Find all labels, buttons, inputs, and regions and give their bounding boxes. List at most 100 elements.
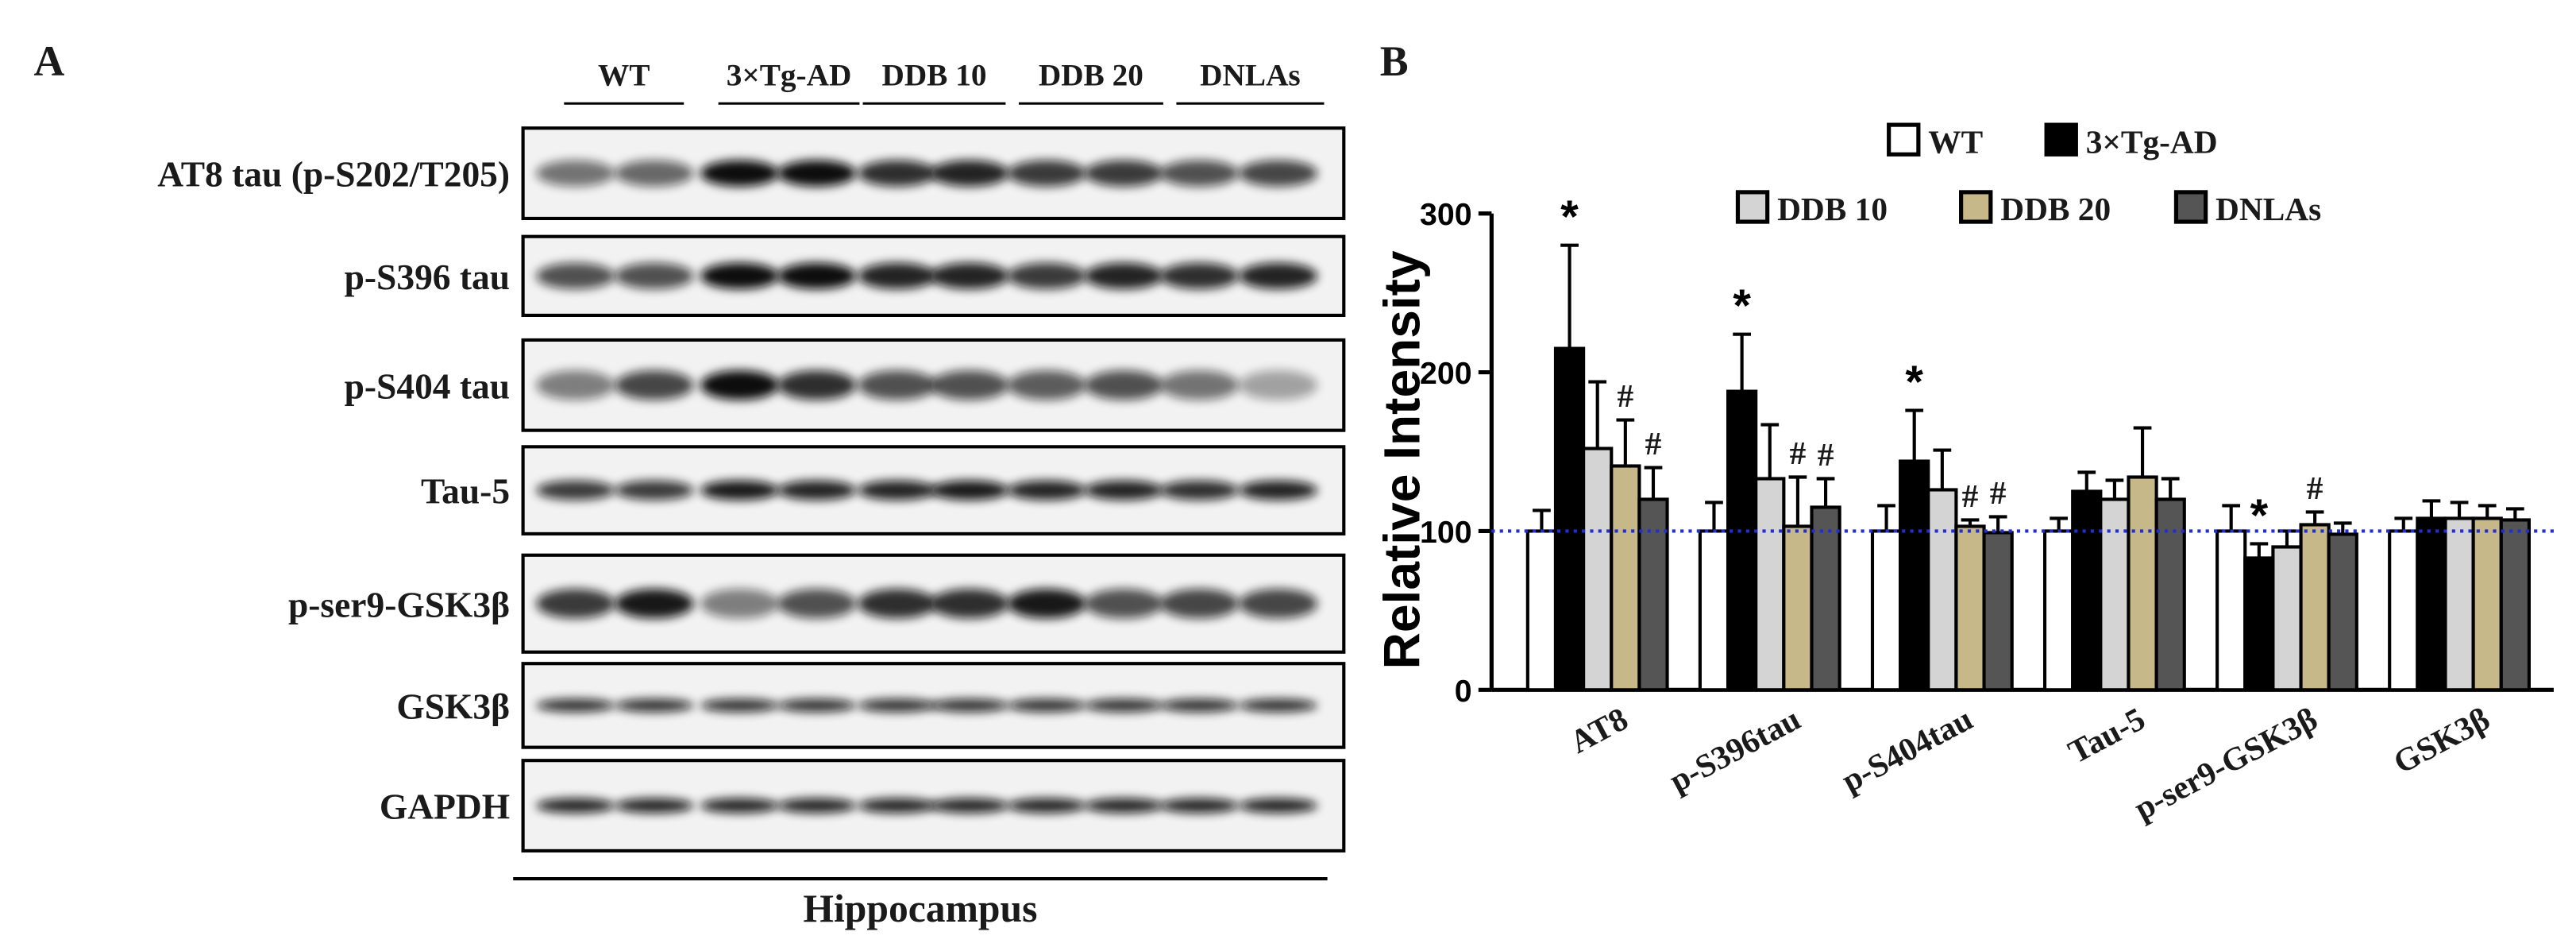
y-tick-label: 300 bbox=[1420, 197, 1472, 232]
region-label: Hippocampus bbox=[803, 887, 1037, 930]
blot-band bbox=[930, 698, 1009, 713]
bar bbox=[2042, 529, 2075, 692]
significance-mark: # bbox=[1790, 435, 1807, 471]
legend-label: WT bbox=[1928, 123, 1983, 160]
blot-band bbox=[777, 160, 857, 187]
y-axis-label: Relative Intensity bbox=[1373, 250, 1430, 669]
blot-band bbox=[536, 480, 615, 501]
blot-band bbox=[858, 798, 937, 814]
panel-label: B bbox=[1380, 37, 1409, 85]
group-label: DDB 20 bbox=[1039, 59, 1143, 93]
bar bbox=[1982, 531, 2014, 692]
x-tick-label: GSK3β bbox=[2388, 700, 2496, 781]
significance-mark: * bbox=[1905, 357, 1923, 408]
bar bbox=[1637, 497, 1669, 692]
bar bbox=[1870, 529, 1903, 692]
blot-band bbox=[777, 370, 857, 400]
blot-band bbox=[700, 480, 780, 501]
bar bbox=[2471, 516, 2503, 692]
significance-mark: # bbox=[1962, 477, 1979, 514]
blot-band bbox=[777, 698, 857, 713]
x-tick-label: AT8 bbox=[1564, 700, 1633, 760]
row-label: p-ser9-GSK3β bbox=[288, 584, 510, 624]
blot-band bbox=[1159, 262, 1239, 289]
bar bbox=[2099, 497, 2131, 692]
blot-band bbox=[1084, 160, 1163, 187]
legend-swatch bbox=[1887, 122, 1921, 157]
blot-band bbox=[1238, 480, 1318, 501]
blot-band bbox=[1007, 160, 1086, 187]
blot-band bbox=[1159, 698, 1239, 713]
blot-band bbox=[536, 262, 615, 289]
x-tick-label: p-ser9-GSK3β bbox=[2128, 700, 2323, 827]
blot-band bbox=[700, 698, 780, 713]
bar bbox=[2416, 516, 2447, 692]
blot-band bbox=[700, 589, 780, 619]
x-tick-label: p-S404tau bbox=[1836, 700, 1979, 799]
blot-band bbox=[858, 370, 937, 400]
bar bbox=[1610, 464, 1641, 692]
significance-mark: * bbox=[1733, 280, 1751, 331]
y-tick-label: 0 bbox=[1455, 674, 1472, 709]
blot-band bbox=[1007, 262, 1086, 289]
blot-band bbox=[700, 262, 780, 289]
bar bbox=[2388, 529, 2420, 692]
blot-band bbox=[700, 370, 780, 400]
significance-mark: # bbox=[2307, 470, 2323, 506]
row-label: GAPDH bbox=[380, 787, 510, 827]
legend-swatch bbox=[1735, 190, 1770, 224]
blot-band bbox=[1159, 589, 1239, 619]
blot-band bbox=[777, 480, 857, 501]
blot-band bbox=[1084, 262, 1163, 289]
blot-band bbox=[536, 798, 615, 814]
blot-band bbox=[536, 589, 615, 619]
bar bbox=[1954, 524, 1986, 692]
blot-band bbox=[615, 370, 694, 400]
bar bbox=[2327, 532, 2358, 692]
x-tick-label: Tau-5 bbox=[2062, 700, 2151, 770]
bar bbox=[1582, 447, 1614, 692]
bar bbox=[2499, 518, 2531, 692]
blot-band bbox=[1238, 589, 1318, 619]
bar bbox=[1926, 488, 1958, 692]
blot-band bbox=[1238, 370, 1318, 400]
bar bbox=[2215, 529, 2247, 692]
blot-band bbox=[858, 698, 937, 713]
bar bbox=[1899, 459, 1930, 692]
bar bbox=[2071, 489, 2103, 692]
blot-band bbox=[930, 370, 1009, 400]
row-label: AT8 tau (p-S202/T205) bbox=[157, 154, 510, 195]
bar bbox=[2154, 497, 2186, 692]
group-label: WT bbox=[598, 59, 650, 93]
blot-band bbox=[858, 262, 937, 289]
blot-band bbox=[615, 798, 694, 814]
y-tick-label: 200 bbox=[1420, 356, 1472, 391]
blot-band bbox=[1084, 698, 1163, 713]
legend-label: DDB 20 bbox=[2000, 191, 2111, 227]
significance-mark: # bbox=[1618, 377, 1634, 414]
blot-band bbox=[1238, 698, 1318, 713]
blot-band bbox=[1007, 698, 1086, 713]
legend-swatch bbox=[2173, 190, 2208, 224]
bar bbox=[2443, 516, 2475, 692]
significance-mark: # bbox=[1990, 474, 2007, 511]
blot-band bbox=[615, 698, 694, 713]
blot-band bbox=[1084, 370, 1163, 400]
significance-mark: * bbox=[2250, 490, 2269, 541]
bar bbox=[2127, 475, 2158, 692]
blot-band bbox=[1084, 589, 1163, 619]
blot-band bbox=[1159, 798, 1239, 814]
blot-band bbox=[1159, 480, 1239, 501]
bar bbox=[2299, 523, 2331, 692]
blot-band bbox=[1238, 160, 1318, 187]
row-label: p-S404 tau bbox=[345, 365, 510, 406]
legend-label: DDB 10 bbox=[1777, 191, 1888, 227]
bar bbox=[1698, 529, 1730, 692]
group-label: DNLAs bbox=[1200, 59, 1301, 93]
blot-band bbox=[615, 262, 694, 289]
blot-band bbox=[777, 798, 857, 814]
blot-band bbox=[536, 370, 615, 400]
legend-swatch bbox=[1959, 190, 1993, 224]
